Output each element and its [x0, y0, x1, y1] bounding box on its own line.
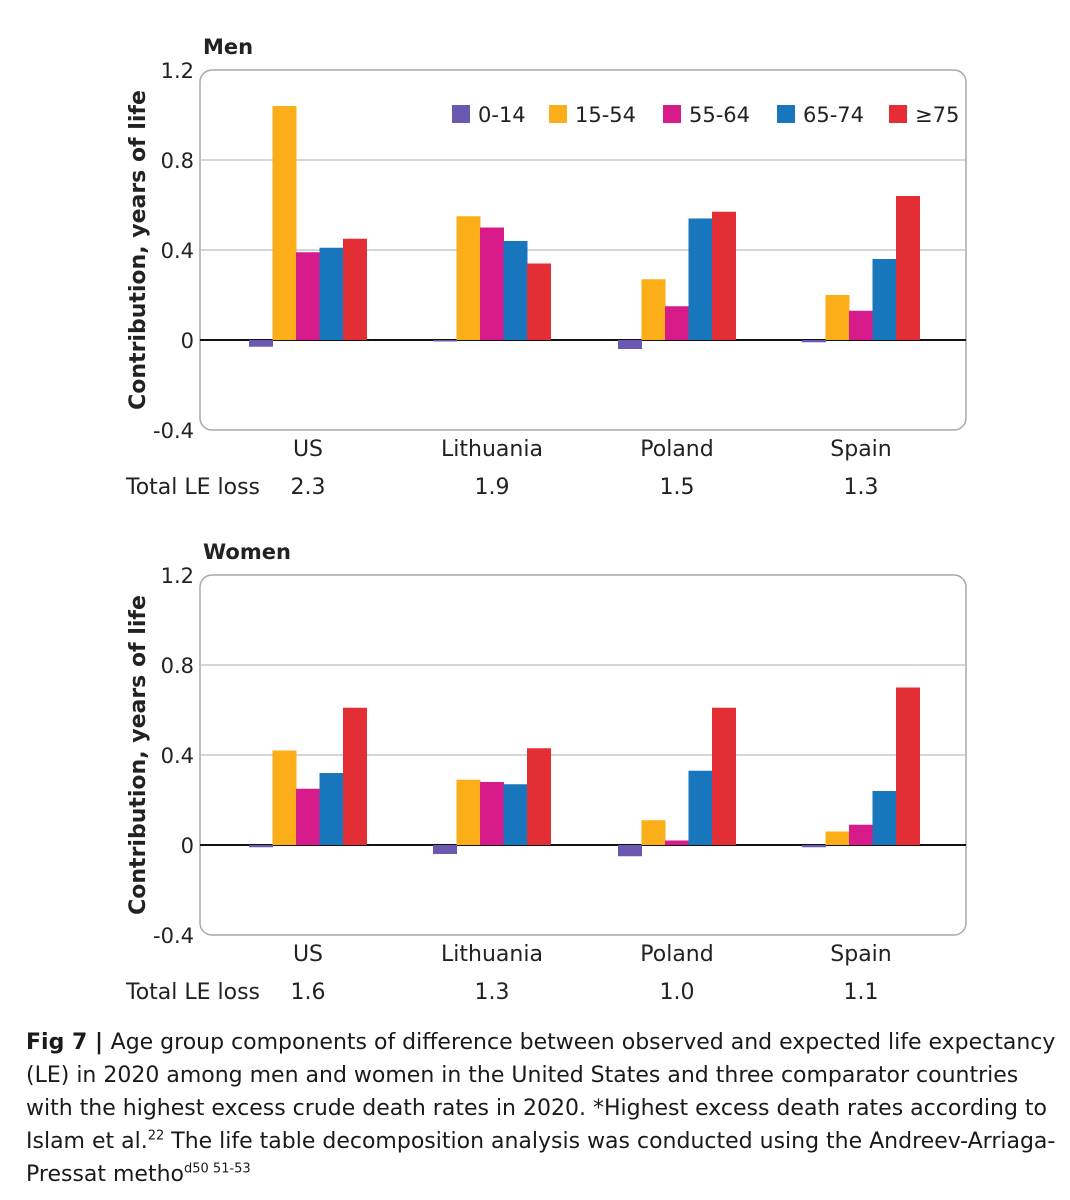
- men-total-le-loss-value: 2.3: [291, 475, 326, 500]
- men-ytick-label: 0.8: [161, 149, 194, 173]
- caption-lead: Fig 7 |: [26, 1030, 111, 1055]
- women-ylabel: Contribution, years of life: [126, 595, 151, 915]
- women-bar-lithuania-65-74: [503, 784, 528, 845]
- legend-label: ≥75: [915, 103, 959, 127]
- women-category-label: US: [293, 942, 323, 967]
- women-bar-lithuania-55-64: [480, 782, 504, 845]
- women-ytick-label: -0.4: [153, 924, 194, 948]
- women-bar-spain-65-74: [872, 791, 897, 845]
- men-bar-poland-75plus: [712, 211, 736, 340]
- men-total-le-loss-value: 1.9: [475, 475, 510, 500]
- women-bar-poland-0-14: [618, 845, 642, 857]
- men-total-le-loss-value: 1.5: [660, 475, 695, 500]
- women-bar-spain-75plus: [896, 687, 920, 845]
- men-bar-lithuania-0-14: [433, 340, 457, 342]
- men-bar-poland-0-14: [618, 340, 642, 349]
- women-bar-us-75plus: [343, 707, 367, 845]
- women-bar-poland-75plus: [712, 707, 736, 845]
- women-total-le-loss-value: 1.3: [475, 980, 510, 1005]
- women-title: Women: [203, 540, 291, 564]
- men-row-label: Total LE loss: [125, 475, 260, 500]
- men-ytick-label: 0.4: [161, 239, 194, 263]
- women-bar-lithuania-15-54: [456, 779, 481, 845]
- men-bar-spain-0-14: [802, 340, 826, 343]
- women-ytick-label: 0.4: [161, 744, 194, 768]
- men-title: Men: [203, 35, 253, 59]
- men-ytick-label: 1.2: [161, 59, 194, 83]
- men-category-label: Spain: [830, 437, 891, 462]
- women-bar-poland-55-64: [665, 840, 689, 845]
- men-bar-us-55-64: [296, 252, 320, 340]
- women-bar-spain-55-64: [849, 824, 873, 845]
- legend-label: 0-14: [478, 103, 526, 127]
- legend-label: 55-64: [689, 103, 750, 127]
- women-total-le-loss-value: 1.0: [660, 980, 695, 1005]
- women-category-label: Spain: [830, 942, 891, 967]
- women-bar-lithuania-75plus: [527, 748, 551, 845]
- men-ytick-label: 0: [181, 329, 194, 353]
- legend-label: 15-54: [575, 103, 636, 127]
- women-bar-poland-65-74: [688, 770, 713, 845]
- men-total-le-loss-value: 1.3: [844, 475, 879, 500]
- women-bar-spain-0-14: [802, 845, 826, 848]
- men-bar-spain-65-74: [872, 259, 897, 340]
- caption-ref: 22: [147, 1128, 165, 1144]
- men-bar-spain-15-54: [825, 295, 850, 340]
- women-ytick-label: 0.8: [161, 654, 194, 678]
- men-bar-lithuania-65-74: [503, 241, 528, 340]
- women-total-le-loss-value: 1.1: [844, 980, 879, 1005]
- women-bar-poland-15-54: [641, 820, 666, 845]
- women-total-le-loss-value: 1.6: [291, 980, 326, 1005]
- women-ytick-label: 1.2: [161, 564, 194, 588]
- legend-swatch-65-74: [777, 105, 795, 123]
- men-bar-lithuania-15-54: [456, 216, 481, 340]
- men-bar-us-0-14: [249, 340, 273, 347]
- legend-swatch-75plus: [889, 105, 907, 123]
- legend-label: 65-74: [803, 103, 864, 127]
- men-category-label: US: [293, 437, 323, 462]
- legend-swatch-55-64: [663, 105, 681, 123]
- women-bar-us-15-54: [272, 750, 297, 845]
- women-bar-us-55-64: [296, 788, 320, 845]
- caption-text: Age group components of difference betwe…: [26, 1030, 1056, 1154]
- men-bar-poland-55-64: [665, 306, 689, 340]
- women-bar-us-0-14: [249, 845, 273, 848]
- men-bar-us-75plus: [343, 238, 367, 340]
- caption-text-2: The life table decomposition analysis wa…: [26, 1129, 1056, 1187]
- men-category-label: Poland: [640, 437, 713, 462]
- men-bar-poland-15-54: [641, 279, 666, 340]
- figure-caption: Fig 7 | Age group components of differen…: [26, 1026, 1056, 1191]
- men-bar-lithuania-55-64: [480, 227, 504, 340]
- legend-swatch-15-54: [549, 105, 567, 123]
- women-row-label: Total LE loss: [125, 980, 260, 1005]
- men-bar-spain-75plus: [896, 196, 920, 340]
- women-ytick-label: 0: [181, 834, 194, 858]
- women-bar-us-65-74: [319, 773, 344, 845]
- women-bar-lithuania-0-14: [433, 845, 457, 854]
- men-bar-us-65-74: [319, 247, 344, 340]
- legend-swatch-0-14: [452, 105, 470, 123]
- men-bar-spain-55-64: [849, 310, 873, 340]
- caption-ref-2: d50 51-53: [184, 1161, 251, 1177]
- women-category-label: Poland: [640, 942, 713, 967]
- men-ylabel: Contribution, years of life: [126, 90, 151, 410]
- men-bar-poland-65-74: [688, 218, 713, 340]
- men-bar-lithuania-75plus: [527, 263, 551, 340]
- men-bar-us-15-54: [272, 106, 297, 340]
- men-category-label: Lithuania: [441, 437, 543, 462]
- women-category-label: Lithuania: [441, 942, 543, 967]
- women-bar-spain-15-54: [825, 831, 850, 845]
- men-ytick-label: -0.4: [153, 419, 194, 443]
